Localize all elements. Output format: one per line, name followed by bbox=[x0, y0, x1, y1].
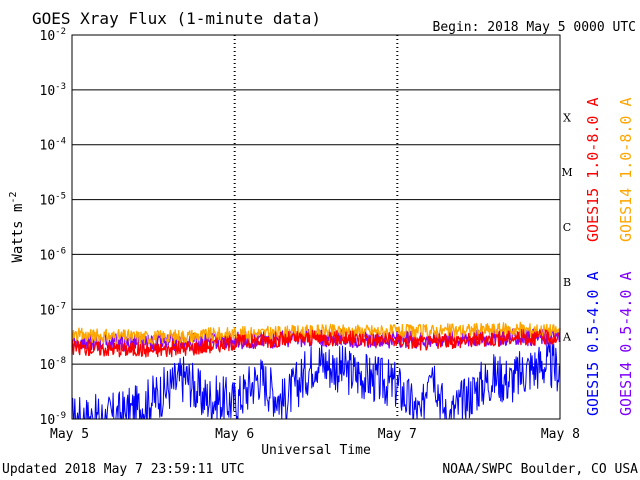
y-tick-label-4: 10-6 bbox=[40, 246, 67, 263]
flare-class-x: X bbox=[563, 111, 571, 124]
flare-class-b: B bbox=[563, 276, 571, 289]
legend-entry-0: GOES15 1.0-8.0 A bbox=[584, 98, 602, 243]
flare-class-a: A bbox=[562, 331, 572, 344]
x-tick-labels: May 5 May 6 May 7 May 8 bbox=[50, 427, 580, 442]
grid-lines bbox=[72, 34, 560, 420]
x-axis-label: Universal Time bbox=[261, 443, 371, 458]
y-axis-label-text: Watts m bbox=[10, 204, 26, 263]
legend-entry-1: GOES14 1.0-8.0 A bbox=[617, 98, 635, 243]
svg-text:Watts m-2: Watts m-2 bbox=[8, 191, 26, 262]
flare-class-labels: X M C B A bbox=[561, 111, 572, 343]
begin-label: Begin: 2018 May 5 0000 UTC bbox=[433, 20, 637, 35]
y-tick-label-3: 10-5 bbox=[40, 192, 67, 209]
x-tick-label-2: May 7 bbox=[378, 427, 417, 442]
legend-entry-2: GOES15 0.5-4.0 A bbox=[584, 272, 602, 417]
flare-class-c: C bbox=[563, 221, 571, 234]
y-tick-label-0: 10-2 bbox=[40, 27, 67, 44]
y-axis-label-exponent: -2 bbox=[8, 191, 19, 203]
y-tick-label-5: 10-7 bbox=[40, 301, 67, 318]
x-tick-label-1: May 6 bbox=[215, 427, 254, 442]
legend: GOES15 1.0-8.0 A GOES14 1.0-8.0 A GOES15 0… bbox=[584, 98, 635, 417]
series-layer bbox=[71, 321, 561, 420]
series-line-2 bbox=[71, 341, 561, 420]
x-tick-label-0: May 5 bbox=[50, 427, 89, 442]
footer-credit: NOAA/SWPC Boulder, CO USA bbox=[442, 462, 638, 477]
x-tick-label-3: May 8 bbox=[541, 427, 580, 442]
y-tick-label-1: 10-3 bbox=[40, 82, 67, 99]
chart-title: GOES Xray Flux (1-minute data) bbox=[32, 9, 321, 28]
y-tick-label-7: 10-9 bbox=[40, 411, 67, 428]
flare-class-m: M bbox=[561, 166, 572, 179]
y-tick-labels: 10-2 10-3 10-4 10-5 10-6 10-7 10-8 10-9 bbox=[40, 27, 67, 428]
y-tick-label-2: 10-4 bbox=[40, 137, 67, 154]
footer-updated: Updated 2018 May 7 23:59:11 UTC bbox=[2, 462, 245, 477]
legend-entry-3: GOES14 0.5-4.0 A bbox=[617, 272, 635, 417]
series-line-0 bbox=[71, 328, 561, 358]
y-axis-label: Watts m-2 bbox=[8, 191, 26, 262]
plot-frame bbox=[71, 34, 561, 420]
y-tick-label-6: 10-8 bbox=[40, 356, 67, 373]
